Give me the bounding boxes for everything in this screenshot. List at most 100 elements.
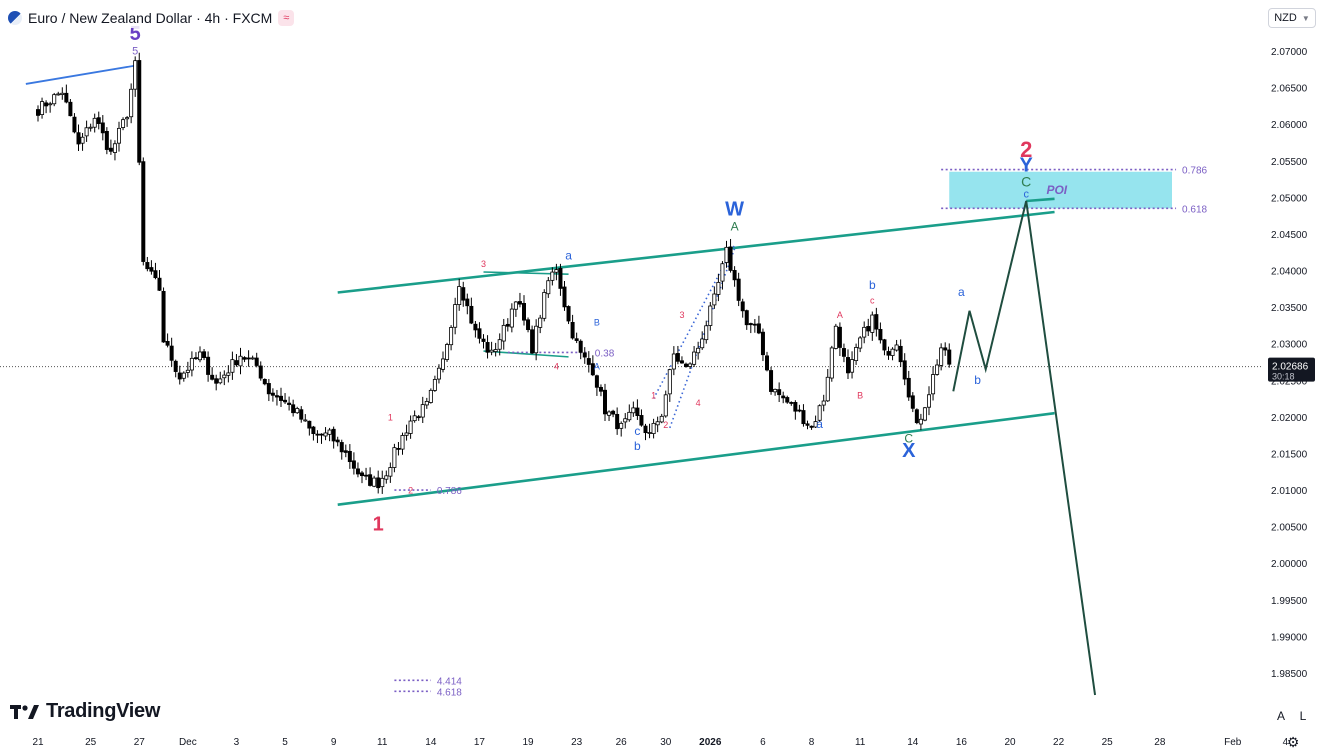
candle-body	[635, 407, 640, 417]
candle	[736, 272, 741, 307]
time-tick-label: 5	[282, 737, 288, 748]
candle	[785, 395, 790, 404]
candle-body	[153, 270, 158, 279]
candle-body	[396, 448, 401, 450]
candle-body	[866, 326, 871, 332]
candle	[935, 359, 940, 376]
gear-icon[interactable]: ⚙	[1286, 734, 1300, 750]
candle-body	[684, 363, 689, 367]
candle	[526, 317, 531, 333]
candle-body	[222, 374, 227, 379]
candle-body	[226, 372, 231, 376]
candle-body	[392, 447, 397, 468]
candle	[234, 354, 239, 367]
candle-body	[906, 377, 911, 398]
candle-body	[850, 359, 855, 373]
candle-body	[193, 357, 198, 360]
candle-body	[631, 407, 636, 414]
candle-body	[331, 428, 336, 442]
candle-body	[404, 432, 409, 436]
price-tick-label: 2.02000	[1271, 413, 1308, 424]
candle-body	[789, 402, 794, 404]
fib-label: 0.618	[1182, 204, 1207, 215]
candle	[104, 127, 109, 155]
candle	[380, 470, 385, 494]
candle-body	[574, 338, 579, 341]
candle-body	[104, 131, 109, 150]
trend-line	[25, 64, 136, 85]
candle-body	[48, 103, 53, 106]
candle	[165, 333, 170, 348]
candle	[258, 361, 263, 381]
candle-body	[335, 439, 340, 443]
candle-body	[149, 267, 154, 272]
wave-label: A	[731, 219, 739, 233]
candle-body	[129, 88, 134, 118]
candle	[226, 365, 231, 383]
candle-body	[809, 425, 814, 428]
candle	[173, 359, 178, 378]
candle-body	[461, 287, 466, 301]
candle	[84, 120, 89, 142]
candle	[222, 370, 227, 386]
price-tick-label: 2.07000	[1271, 47, 1308, 58]
candle	[534, 319, 539, 361]
candle-body	[922, 407, 927, 421]
fib-label: 0.786	[437, 486, 462, 497]
candle-body	[76, 132, 81, 145]
candle	[278, 387, 283, 408]
time-tick-label: 25	[85, 737, 97, 748]
candle-body	[218, 378, 223, 384]
currency-button[interactable]: NZD ▼	[1268, 8, 1316, 28]
wave-icon[interactable]: ≈	[278, 10, 295, 26]
candle	[48, 101, 53, 113]
candle-body	[870, 314, 875, 333]
time-tick-label: 9	[331, 737, 337, 748]
candle	[716, 273, 721, 302]
candle-body	[210, 374, 215, 380]
candle	[659, 413, 664, 424]
candle	[684, 362, 689, 368]
candle-body	[250, 357, 255, 360]
candle	[866, 318, 871, 337]
candle-body	[603, 389, 608, 415]
candle-body	[274, 395, 279, 398]
candle-body	[36, 109, 41, 116]
candle	[509, 303, 514, 333]
time-tick-label: 21	[32, 737, 44, 748]
candle	[153, 262, 158, 280]
candle-body	[262, 379, 267, 385]
candle-body	[169, 345, 174, 361]
candle-body	[765, 355, 770, 371]
candle-body	[947, 349, 952, 365]
candle	[161, 287, 166, 343]
symbol-title[interactable]: Euro / New Zealand Dollar · 4h · FXCM	[28, 10, 273, 26]
candle-body	[473, 323, 478, 331]
candle-body	[744, 310, 749, 326]
candle	[566, 305, 571, 325]
candle-body	[440, 358, 445, 370]
candle	[728, 238, 733, 273]
candle-body	[736, 278, 741, 301]
candle-body	[777, 389, 782, 396]
symbol-header[interactable]: Euro / New Zealand Dollar · 4h · FXCM ≈	[8, 8, 295, 28]
candle-body	[364, 474, 369, 477]
candle-body	[623, 418, 628, 423]
candle-body	[801, 410, 806, 425]
candle	[76, 124, 81, 151]
time-tick-label: 11	[855, 737, 866, 748]
candle	[384, 470, 389, 484]
wave-label: 4	[554, 361, 559, 371]
candle	[149, 260, 154, 275]
candle-body	[712, 293, 717, 306]
candle	[307, 420, 312, 436]
candle-body	[611, 410, 616, 415]
tradingview-brand[interactable]: TradingView	[10, 700, 160, 723]
candle	[627, 404, 632, 422]
candle-body	[428, 389, 433, 403]
candle-body	[432, 379, 437, 391]
auto-scale-button[interactable]: A	[1276, 709, 1285, 723]
log-scale-button[interactable]: L	[1299, 709, 1307, 723]
candle	[594, 374, 599, 396]
